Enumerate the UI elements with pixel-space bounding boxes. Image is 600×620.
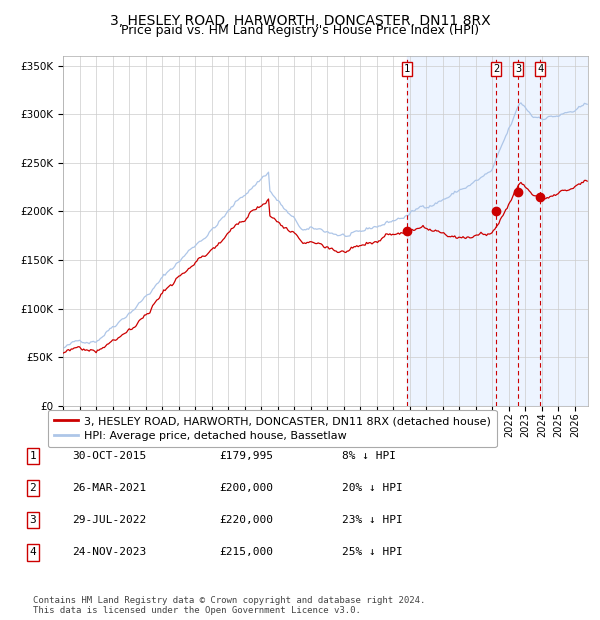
Text: 23% ↓ HPI: 23% ↓ HPI (342, 515, 403, 525)
Legend: 3, HESLEY ROAD, HARWORTH, DONCASTER, DN11 8RX (detached house), HPI: Average pri: 3, HESLEY ROAD, HARWORTH, DONCASTER, DN1… (47, 410, 497, 447)
Text: 4: 4 (29, 547, 37, 557)
Bar (407, 56, 588, 406)
Text: £200,000: £200,000 (219, 483, 273, 493)
Text: 3: 3 (515, 64, 521, 74)
Text: 4: 4 (537, 64, 543, 74)
Text: 26-MAR-2021: 26-MAR-2021 (72, 483, 146, 493)
Text: 24-NOV-2023: 24-NOV-2023 (72, 547, 146, 557)
Text: £179,995: £179,995 (219, 451, 273, 461)
Text: £215,000: £215,000 (219, 547, 273, 557)
Text: £220,000: £220,000 (219, 515, 273, 525)
Text: 29-JUL-2022: 29-JUL-2022 (72, 515, 146, 525)
Text: 20% ↓ HPI: 20% ↓ HPI (342, 483, 403, 493)
Text: 3, HESLEY ROAD, HARWORTH, DONCASTER, DN11 8RX: 3, HESLEY ROAD, HARWORTH, DONCASTER, DN1… (110, 14, 490, 28)
Text: 1: 1 (29, 451, 37, 461)
Text: 30-OCT-2015: 30-OCT-2015 (72, 451, 146, 461)
Text: Contains HM Land Registry data © Crown copyright and database right 2024.
This d: Contains HM Land Registry data © Crown c… (33, 596, 425, 615)
Text: 1: 1 (404, 64, 410, 74)
Text: 2: 2 (493, 64, 499, 74)
Text: 25% ↓ HPI: 25% ↓ HPI (342, 547, 403, 557)
Text: Price paid vs. HM Land Registry's House Price Index (HPI): Price paid vs. HM Land Registry's House … (121, 24, 479, 37)
Text: 3: 3 (29, 515, 37, 525)
Text: 8% ↓ HPI: 8% ↓ HPI (342, 451, 396, 461)
Text: 2: 2 (29, 483, 37, 493)
